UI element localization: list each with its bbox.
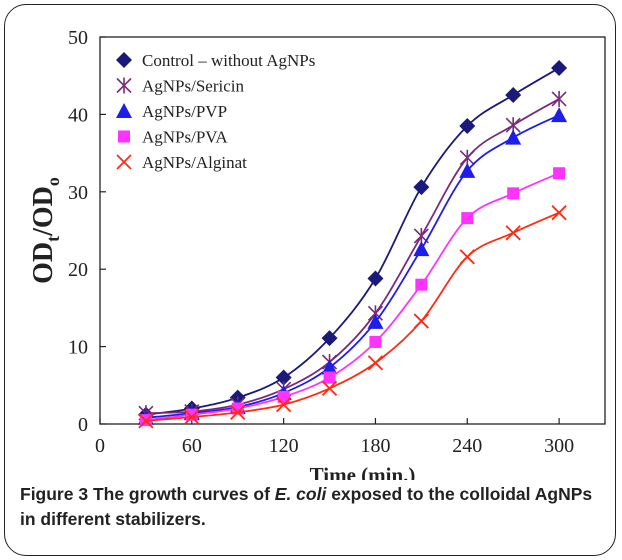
y-tick-label: 20: [68, 259, 88, 281]
data-point: [321, 330, 338, 347]
caption-text-after: exposed to the colloidal AgNPs in differ…: [20, 484, 593, 529]
legend-label: Control – without AgNPs: [142, 51, 315, 70]
legend-marker: [116, 154, 132, 170]
y-tick-label: 30: [68, 182, 88, 204]
data-point: [413, 179, 430, 196]
data-point: [277, 390, 290, 403]
caption-organism: E. coli: [274, 484, 327, 504]
legend: Control – without AgNPs AgNPs/Sericin AgNP…: [116, 51, 315, 172]
data-point: [275, 397, 292, 413]
data-point: [459, 118, 476, 135]
y-axis-label-subscript: t: [43, 236, 63, 242]
data-point: [323, 371, 336, 384]
y-tick-label: 0: [78, 414, 88, 436]
data-point: [505, 129, 522, 145]
data-point: [505, 225, 521, 241]
data-point: [461, 212, 474, 225]
x-tick-label: 0: [95, 435, 105, 457]
legend-marker: [118, 130, 130, 143]
series-4: [138, 205, 567, 429]
data-point: [505, 87, 522, 104]
legend-label: AgNPs/PVP: [142, 102, 227, 121]
data-point: [184, 409, 200, 425]
x-tick-label: 240: [452, 435, 482, 457]
plot-area-border: [99, 36, 606, 425]
data-point: [321, 380, 338, 397]
y-axis-label-text: /OD: [28, 186, 59, 237]
y-tick-label: 10: [68, 337, 88, 359]
series-line: [145, 67, 560, 416]
caption-text-before: The growth curves of: [88, 484, 275, 504]
data-point: [275, 369, 292, 386]
data-point: [138, 413, 154, 429]
data-point: [321, 359, 338, 375]
data-point: [507, 187, 520, 200]
data-point: [551, 205, 567, 221]
figure-caption: Figure 3 The growth curves of E. coli ex…: [20, 482, 606, 532]
caption-label: Figure 3: [20, 484, 89, 504]
series-line: [145, 98, 560, 415]
legend-label: AgNPs/PVA: [142, 128, 228, 147]
data-point: [413, 313, 430, 329]
x-tick-label: 120: [269, 435, 299, 457]
data-point: [551, 59, 568, 76]
data-point: [367, 313, 384, 329]
y-tick-label: 50: [68, 27, 88, 49]
x-tick-label: 60: [182, 435, 202, 457]
data-point: [230, 404, 246, 421]
growth-curve-chart: 0 10 20 30 40 50 0 60 120 180 240 300 Time (min.) ODt…: [28, 27, 606, 480]
legend-marker: [116, 52, 132, 68]
data-point: [551, 107, 568, 123]
data-point: [185, 408, 198, 421]
y-axis-label: ODt/ODo: [28, 177, 63, 284]
data-point: [367, 355, 384, 371]
series-3: [139, 167, 566, 427]
data-point: [369, 335, 382, 348]
series-line: [145, 211, 560, 422]
data-point: [413, 241, 430, 257]
x-tick-label: 180: [360, 435, 390, 457]
legend-label: AgNPs/Sericin: [142, 77, 245, 96]
data-point: [459, 162, 476, 178]
series-line: [145, 114, 560, 419]
legend-marker: [116, 103, 132, 118]
data-point: [415, 278, 428, 291]
legend-label: AgNPs/Alginat: [142, 153, 247, 172]
data-point: [553, 167, 566, 180]
y-axis-label-text: OD: [28, 242, 59, 284]
data-point: [367, 270, 384, 287]
x-axis-label: Time (min.): [310, 463, 416, 480]
data-point: [459, 249, 475, 265]
data-point: [551, 90, 567, 107]
y-tick-label: 40: [68, 104, 88, 126]
series-line: [145, 172, 560, 422]
legend-marker: [116, 77, 132, 94]
y-axis-label-subscript: o: [43, 177, 63, 186]
x-tick-label: 300: [544, 435, 574, 457]
